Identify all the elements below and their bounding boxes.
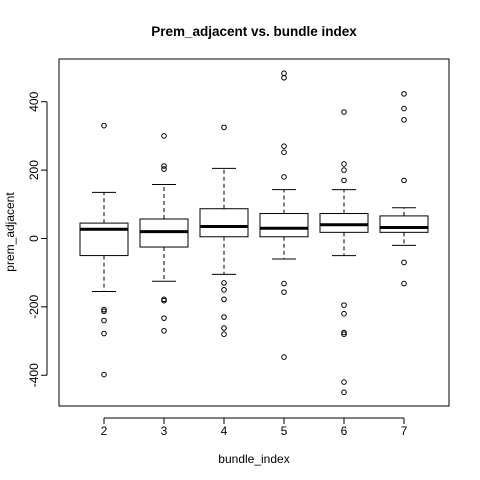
- outlier-point: [281, 174, 287, 180]
- box-group-2: [79, 122, 129, 378]
- outlier-point: [401, 117, 407, 123]
- chart-title: Prem_adjacent vs. bundle index: [151, 24, 357, 39]
- y-axis: -400 -200 0 200 400: [27, 91, 48, 387]
- x-axis-label: bundle_index: [218, 452, 289, 466]
- x-tick-label: 2: [101, 424, 108, 438]
- y-tick-label: -200: [27, 295, 41, 319]
- iqr-box: [259, 213, 309, 238]
- outlier-point: [221, 286, 227, 293]
- outlier-point: [401, 177, 407, 184]
- outlier-point: [341, 379, 347, 385]
- iqr-box: [199, 208, 249, 238]
- outlier-point: [221, 124, 227, 131]
- outlier-point: [401, 91, 407, 97]
- outlier-point: [101, 306, 107, 313]
- outlier-point: [401, 280, 407, 287]
- y-axis-label: prem_adjacent: [3, 192, 17, 272]
- outlier-point: [101, 317, 107, 324]
- x-tick-label: 7: [401, 424, 408, 438]
- x-tick-label: 3: [161, 424, 168, 438]
- outlier-point: [161, 163, 167, 169]
- outlier-point: [341, 389, 347, 396]
- iqr-box: [319, 213, 369, 233]
- y-tick-label: 200: [27, 160, 41, 180]
- outlier-point: [341, 310, 347, 317]
- outlier-point: [221, 296, 227, 303]
- y-tick-label: 0: [27, 235, 41, 242]
- outlier-point: [281, 354, 287, 360]
- outlier-point: [401, 105, 407, 112]
- boxplot-series: [79, 70, 429, 396]
- outlier-point: [161, 315, 167, 321]
- outlier-point: [341, 331, 347, 338]
- outlier-point: [101, 122, 107, 129]
- outlier-point: [281, 75, 287, 81]
- outlier-point: [281, 289, 287, 295]
- outlier-point: [221, 331, 227, 338]
- outlier-point: [101, 371, 107, 378]
- outlier-point: [221, 280, 227, 286]
- y-tick-label: 400: [27, 91, 41, 111]
- outlier-point: [341, 177, 347, 184]
- box-group-4: [199, 124, 249, 338]
- outlier-point: [281, 149, 287, 156]
- outlier-point: [401, 259, 407, 266]
- outlier-point: [161, 327, 167, 334]
- y-tick-label: -400: [27, 363, 41, 387]
- x-axis: 2 3 4 5 6 7: [101, 417, 408, 438]
- outlier-point: [341, 167, 347, 173]
- outlier-point: [221, 314, 227, 320]
- x-tick-label: 5: [281, 424, 288, 438]
- outlier-point: [341, 109, 347, 115]
- outlier-point: [341, 329, 347, 336]
- outlier-point: [101, 330, 107, 337]
- outlier-point: [281, 143, 287, 149]
- outlier-point: [221, 325, 227, 331]
- outlier-point: [161, 166, 167, 172]
- box-group-3: [139, 133, 189, 334]
- outlier-point: [281, 280, 287, 287]
- outlier-point: [341, 161, 347, 167]
- x-tick-label: 6: [341, 424, 348, 438]
- box-group-5: [259, 70, 309, 360]
- outlier-point: [161, 133, 167, 139]
- outlier-point: [341, 302, 347, 308]
- iqr-box: [379, 215, 429, 233]
- plot-frame: [58, 58, 450, 407]
- box-group-6: [319, 109, 369, 396]
- outlier-point: [101, 308, 107, 315]
- box-group-7: [379, 91, 429, 287]
- x-tick-label: 4: [221, 424, 228, 438]
- outlier-point: [161, 297, 167, 304]
